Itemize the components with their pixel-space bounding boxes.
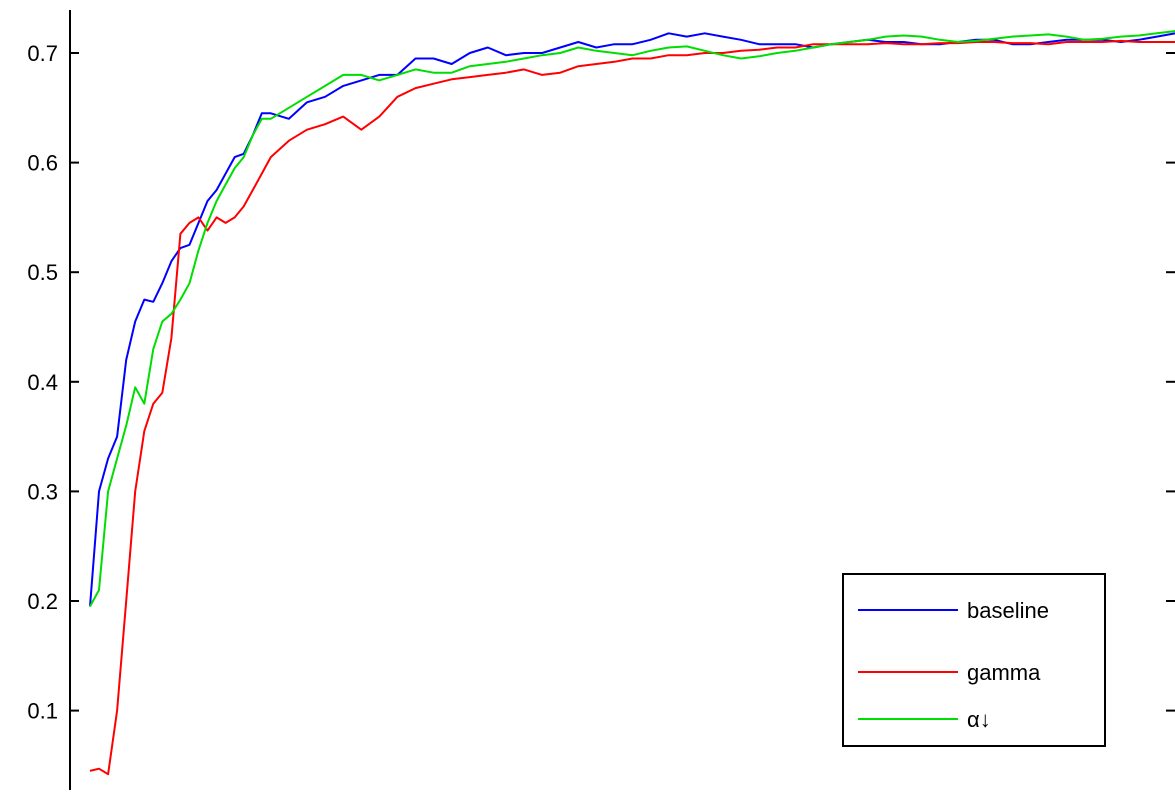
legend-label-0: baseline [967,598,1049,623]
series-layer [89,30,1175,776]
legend-label-2: α↓ [967,707,991,732]
series-line-0 [89,32,1175,607]
y-tick-label: 0.6 [27,151,58,176]
y-tick-label: 0.2 [27,589,58,614]
y-tick-label: 0.7 [27,41,58,66]
y-tick-label: 0.3 [27,479,58,504]
axes: 0.1 0.2 0.3 0.4 0.5 0.6 0.7 [27,10,1175,790]
legend: baseline gamma α↓ [842,573,1106,747]
legend-box [842,573,1106,747]
series-line-1 [89,39,1175,776]
series-line-2 [89,30,1175,607]
y-tick-label: 0.4 [27,370,58,395]
y-tick-label: 0.1 [27,699,58,724]
y-tick-label: 0.5 [27,260,58,285]
legend-label-1: gamma [967,660,1041,685]
